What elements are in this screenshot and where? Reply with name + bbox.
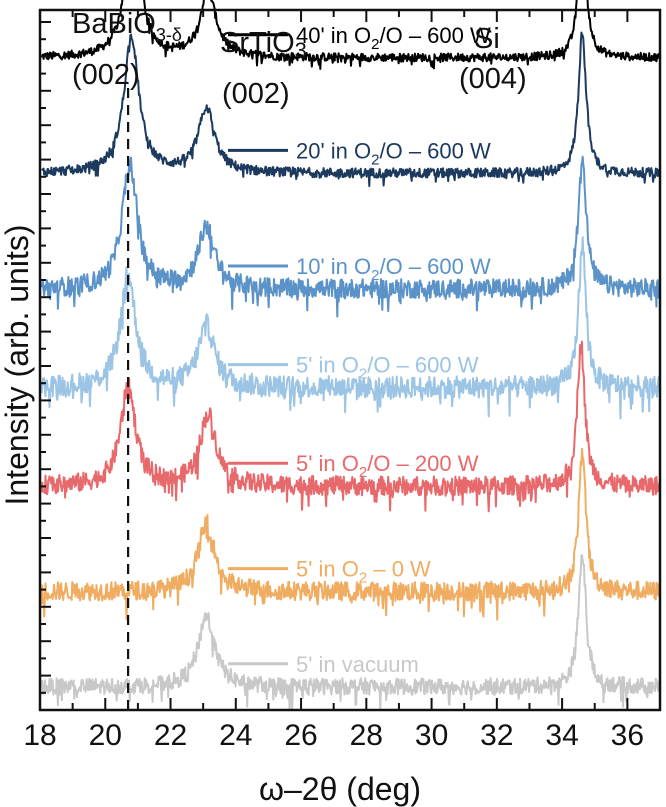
series-line-2 xyxy=(41,31,661,188)
x-axis-title: ω–2θ (deg) xyxy=(259,771,421,807)
legend-layer: 40' in O2/O – 600 W 20' in O2/O – 600 W 10… xyxy=(228,23,491,677)
peak-label-babio3: BaBiO3-δ xyxy=(72,8,182,45)
peak-index-babio3: (002) xyxy=(72,59,140,91)
x-tick-label: 34 xyxy=(545,719,578,752)
peak-index-si: (004) xyxy=(459,63,527,95)
x-tick-label: 36 xyxy=(611,719,644,752)
x-tick-label: 30 xyxy=(415,719,448,752)
x-tick-label: 18 xyxy=(23,719,56,752)
plot-frame xyxy=(38,8,662,712)
legend-label-7: 5' in vacuum xyxy=(296,652,419,677)
x-tick-label: 24 xyxy=(219,719,252,752)
series-layer xyxy=(40,0,661,711)
x-tick-label: 28 xyxy=(350,719,383,752)
series-line-1 xyxy=(41,0,661,70)
legend-label-1: 40' in O2/O – 600 W xyxy=(296,23,491,53)
series-line-3 xyxy=(40,155,661,318)
x-tick-label: 32 xyxy=(480,719,513,752)
legend-label-6: 5' in O2 – 0 W xyxy=(296,557,431,587)
tick-layer: 18 20 22 24 26 28 30 32 34 36 xyxy=(23,10,661,752)
x-tick-label: 26 xyxy=(284,719,317,752)
series-line-7 xyxy=(40,554,661,711)
series-line-4 xyxy=(40,236,661,420)
series-line-6 xyxy=(40,447,661,621)
peak-label-srtio3: SrTiO3 xyxy=(220,27,307,63)
x-tick-label: 22 xyxy=(154,719,187,752)
legend-label-3: 10' in O2/O – 600 W xyxy=(296,254,491,284)
legend-label-2: 20' in O2/O – 600 W xyxy=(296,138,491,168)
peak-index-srtio3: (002) xyxy=(222,78,290,110)
x-tick-label: 20 xyxy=(89,719,122,752)
legend-label-5: 5' in O2/O – 200 W xyxy=(296,451,479,481)
series-line-5 xyxy=(40,340,661,513)
peak-label-si: Si xyxy=(474,23,500,55)
y-axis-title: Intensity (arb. units) xyxy=(0,225,35,506)
legend-label-4: 5' in O2/O – 600 W xyxy=(296,353,479,383)
